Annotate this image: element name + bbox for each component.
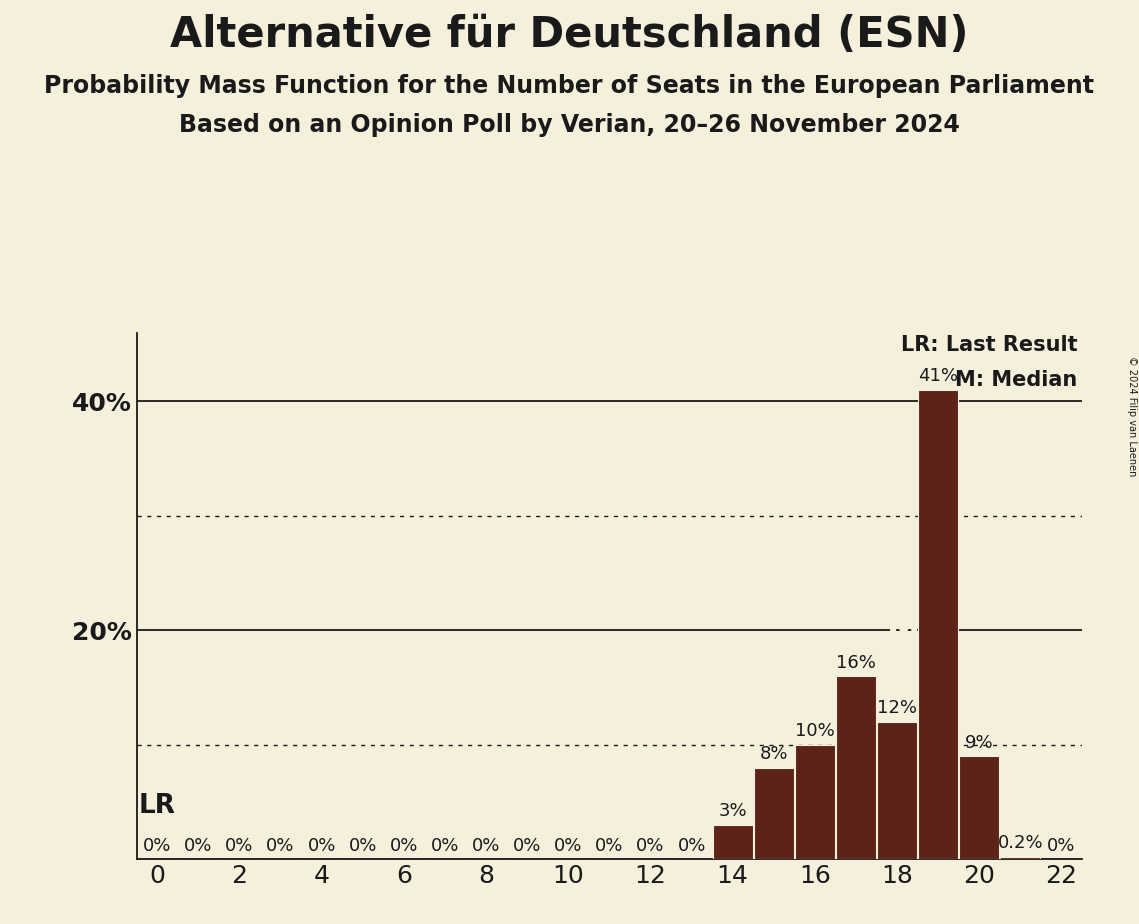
- Bar: [836, 676, 876, 859]
- Text: 3%: 3%: [719, 802, 747, 821]
- Text: LR: Last Result: LR: Last Result: [901, 335, 1077, 355]
- Bar: [918, 390, 958, 859]
- Bar: [1000, 857, 1040, 859]
- Text: 41%: 41%: [918, 368, 958, 385]
- Bar: [713, 825, 753, 859]
- Text: LR: LR: [139, 793, 175, 820]
- Text: 12%: 12%: [877, 699, 917, 717]
- Text: 0%: 0%: [144, 837, 171, 855]
- Text: M: Median: M: Median: [956, 370, 1077, 390]
- Text: 0%: 0%: [390, 837, 418, 855]
- Text: 10%: 10%: [795, 723, 835, 740]
- Text: 0%: 0%: [596, 837, 623, 855]
- Text: 0%: 0%: [267, 837, 295, 855]
- Text: Probability Mass Function for the Number of Seats in the European Parliament: Probability Mass Function for the Number…: [44, 74, 1095, 98]
- Text: 0%: 0%: [1048, 837, 1075, 855]
- Text: 0%: 0%: [308, 837, 336, 855]
- Bar: [959, 756, 999, 859]
- Text: 0%: 0%: [349, 837, 377, 855]
- Text: Alternative für Deutschland (ESN): Alternative für Deutschland (ESN): [170, 14, 969, 55]
- Bar: [795, 745, 835, 859]
- Text: 0%: 0%: [637, 837, 665, 855]
- Text: 0%: 0%: [554, 837, 582, 855]
- Text: 0%: 0%: [513, 837, 541, 855]
- Text: M: M: [886, 614, 919, 647]
- Bar: [754, 768, 794, 859]
- Text: 0%: 0%: [678, 837, 706, 855]
- Text: 0%: 0%: [185, 837, 213, 855]
- Text: 0%: 0%: [431, 837, 459, 855]
- Text: 9%: 9%: [965, 734, 993, 752]
- Bar: [877, 722, 917, 859]
- Text: 8%: 8%: [760, 745, 788, 763]
- Text: 0%: 0%: [226, 837, 254, 855]
- Text: 0%: 0%: [472, 837, 500, 855]
- Text: © 2024 Filip van Laenen: © 2024 Filip van Laenen: [1126, 356, 1137, 476]
- Text: 0.2%: 0.2%: [998, 834, 1043, 853]
- Text: 16%: 16%: [836, 653, 876, 672]
- Text: Based on an Opinion Poll by Verian, 20–26 November 2024: Based on an Opinion Poll by Verian, 20–2…: [179, 113, 960, 137]
